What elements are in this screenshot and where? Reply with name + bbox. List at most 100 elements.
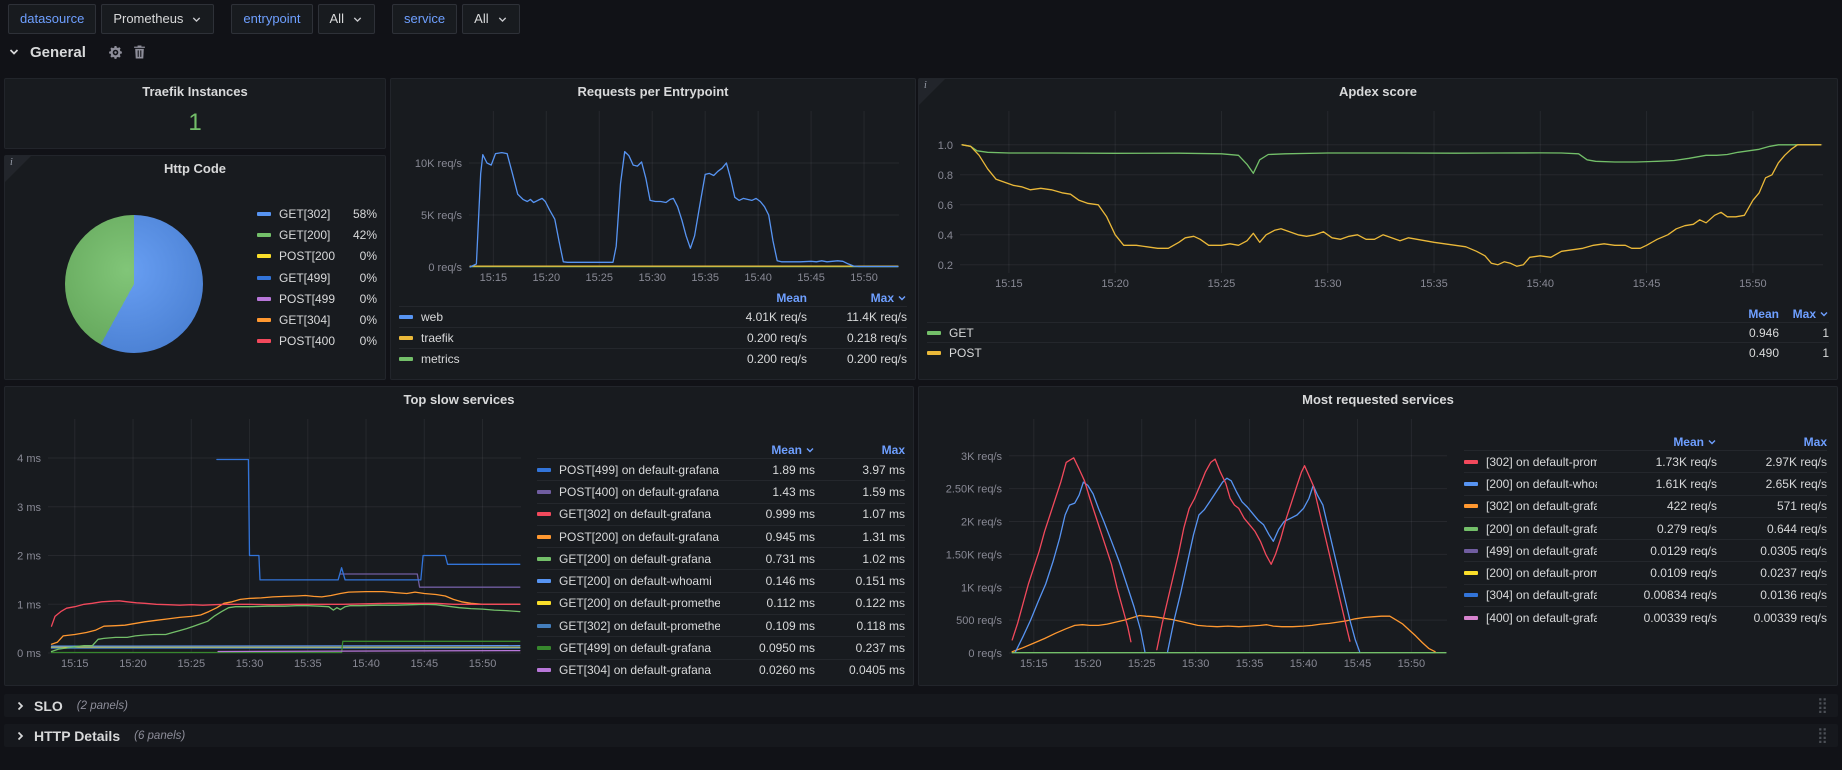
svg-text:15:15: 15:15: [480, 272, 508, 284]
panel-title[interactable]: Traefik Instances: [142, 84, 248, 99]
series-value: 0.0260 ms: [758, 663, 815, 678]
legend-row[interactable]: [499] on default-grafana 0.0129 req/s 0.03…: [1464, 539, 1827, 561]
panel-title[interactable]: Http Code: [163, 161, 227, 176]
panel-info-corner[interactable]: [919, 79, 945, 105]
legend-row[interactable]: [200] on default-prometheus 0.0109 req/s 0…: [1464, 561, 1827, 583]
svg-text:15:40: 15:40: [352, 658, 380, 670]
legend-row[interactable]: GET[200] on default-grafana 0.731 ms 1.02 …: [537, 547, 905, 569]
series-name: [400] on default-grafana: [1486, 610, 1597, 625]
series-name: GET[200] on default-grafana: [559, 551, 712, 566]
svg-text:15:25: 15:25: [1208, 278, 1236, 290]
legend-header: Mean Max: [399, 289, 907, 306]
legend-row[interactable]: GET[302] on default-grafana 0.999 ms 1.07 …: [537, 502, 905, 525]
legend-row[interactable]: POST 0.490 1: [927, 342, 1829, 362]
series-value: 0%: [359, 270, 377, 285]
svg-text:1K req/s: 1K req/s: [961, 582, 1002, 594]
legend-row[interactable]: GET[200] on default-prometheus 0.112 ms 0.…: [537, 591, 905, 614]
drag-handle-icon[interactable]: ⣿: [1817, 697, 1828, 714]
legend-row[interactable]: [302] on default-prometheus 1.73K req/s 2.…: [1464, 450, 1827, 472]
legend-sort-max[interactable]: Max: [1803, 434, 1827, 449]
series-value: 0.0109 req/s: [1650, 566, 1717, 581]
panel-title[interactable]: Most requested services: [1302, 392, 1454, 407]
svg-text:5K req/s: 5K req/s: [421, 210, 462, 222]
trash-icon[interactable]: [133, 45, 146, 59]
row-general[interactable]: General: [8, 40, 146, 64]
legend-row[interactable]: [302] on default-grafana 422 req/s 571 req…: [1464, 494, 1827, 517]
series-name: POST[400] on default-grafana: [559, 484, 720, 499]
legend-row[interactable]: POST[200] 0%: [257, 246, 377, 267]
legend-row[interactable]: GET[304] 0%: [257, 309, 377, 330]
variable-value-entrypoint[interactable]: All: [317, 4, 375, 34]
legend-row[interactable]: traefik 0.200 req/s 0.218 req/s: [399, 327, 907, 348]
series-value: 0.0237 req/s: [1760, 566, 1827, 581]
legend-row[interactable]: POST[400] on default-grafana 1.43 ms 1.59 …: [537, 480, 905, 502]
legend-sort-max[interactable]: Max: [881, 442, 905, 457]
apdex-line-chart[interactable]: 15:15 15:20 15:25 15:30 15:35 15:40 15:45 15:50…: [927, 105, 1831, 291]
variable-datasource: datasource Prometheus: [8, 4, 215, 34]
legend-row[interactable]: GET[200] on default-whoami 0.146 ms 0.151 …: [537, 569, 905, 591]
series-color-swatch: [537, 534, 551, 539]
panel-title[interactable]: Apdex score: [1338, 84, 1418, 99]
legend-sort-max[interactable]: Max: [1779, 307, 1829, 321]
apdex-legend: Mean Max GET 0.946 1 POST 0.490 1: [927, 305, 1829, 362]
gear-icon[interactable]: [108, 45, 123, 60]
legend-row[interactable]: POST[499] 0%: [257, 288, 377, 309]
svg-text:2K req/s: 2K req/s: [961, 517, 1002, 529]
legend-sort-max[interactable]: Max: [807, 291, 907, 305]
legend-sort-mean[interactable]: Mean: [1748, 306, 1779, 321]
series-name: POST[400]: [279, 334, 335, 349]
legend-row[interactable]: web 4.01K req/s 11.4K req/s: [399, 306, 907, 327]
series-name: [200] on default-prometheus: [1486, 566, 1597, 581]
legend-row[interactable]: [200] on default-grafana 0.279 req/s 0.644…: [1464, 516, 1827, 539]
drag-handle-icon[interactable]: ⣿: [1817, 727, 1828, 744]
legend-row[interactable]: GET 0.946 1: [927, 322, 1829, 342]
series-color-swatch: [537, 646, 551, 651]
legend-row[interactable]: GET[499] 0%: [257, 267, 377, 288]
legend-row[interactable]: metrics 0.200 req/s 0.200 req/s: [399, 348, 907, 369]
svg-text:15:25: 15:25: [586, 272, 614, 284]
svg-text:0.4: 0.4: [938, 230, 953, 242]
legend-row[interactable]: GET[304] on default-grafana 0.0260 ms 0.04…: [537, 658, 905, 681]
legend-row[interactable]: POST[499] on default-grafana 1.89 ms 3.97 …: [537, 458, 905, 480]
series-color-swatch: [927, 350, 941, 355]
row-http-details[interactable]: HTTP Details (6 panels) ⣿: [4, 724, 1838, 747]
http-code-pie-chart[interactable]: [65, 215, 203, 353]
series-name: POST[499]: [279, 291, 335, 306]
legend-sort-mean[interactable]: Mean: [776, 290, 807, 305]
series-value: 58%: [352, 206, 377, 221]
legend-row[interactable]: GET[499] on default-grafana 0.0950 ms 0.23…: [537, 636, 905, 658]
requests-line-chart[interactable]: 15:15 15:20 15:25 15:30 15:35 15:40 15:45 15:50…: [399, 105, 907, 285]
legend-row[interactable]: GET[302] on default-prometheus 0.109 ms 0.…: [537, 614, 905, 636]
legend-row[interactable]: [304] on default-grafana 0.00834 req/s 0.0…: [1464, 583, 1827, 606]
panel-http-code: i Http Code GET[302] 58% GET[200] 42% POST[2…: [4, 155, 386, 380]
series-value: 422 req/s: [1666, 499, 1717, 514]
series-value: 1.31 ms: [862, 529, 905, 544]
legend-sort-mean[interactable]: Mean: [720, 443, 815, 457]
series-value: 0.200 req/s: [746, 352, 807, 366]
panel-info-corner[interactable]: [5, 156, 31, 182]
series-value: 0.731 ms: [765, 551, 815, 566]
legend-row[interactable]: POST[200] on default-grafana 0.945 ms 1.31…: [537, 524, 905, 547]
legend-sort-mean[interactable]: Mean: [1597, 435, 1717, 449]
legend-row[interactable]: GET[200] 42%: [257, 224, 377, 245]
legend-row[interactable]: GET[302] 58%: [257, 203, 377, 224]
most-requested-line-chart[interactable]: 15:15 15:20 15:25 15:30 15:35 15:40 15:45 15:50…: [927, 413, 1455, 671]
legend-row[interactable]: POST[400] 0%: [257, 331, 377, 352]
variable-value-datasource[interactable]: Prometheus: [101, 4, 215, 34]
variable-value-service[interactable]: All: [462, 4, 520, 34]
series-name: [302] on default-prometheus: [1486, 454, 1597, 469]
svg-text:15:30: 15:30: [638, 272, 666, 284]
svg-text:15:35: 15:35: [1236, 658, 1264, 670]
series-value: 0.151 ms: [855, 574, 905, 589]
series-value: 1: [1822, 345, 1829, 360]
top-slow-line-chart[interactable]: 15:15 15:20 15:25 15:30 15:35 15:40 15:45 15:50…: [9, 413, 529, 671]
legend-row[interactable]: [400] on default-grafana 0.00339 req/s 0.0…: [1464, 606, 1827, 628]
series-value: 0.279 req/s: [1656, 521, 1717, 536]
series-color-swatch: [1464, 459, 1478, 464]
panel-title[interactable]: Top slow services: [403, 392, 515, 407]
series-color-swatch: [399, 315, 413, 319]
series-name: GET[304]: [279, 313, 331, 328]
legend-row[interactable]: [200] on default-whoami 1.61K req/s 2.65K …: [1464, 472, 1827, 494]
row-slo[interactable]: SLO (2 panels) ⣿: [4, 694, 1838, 717]
panel-title[interactable]: Requests per Entrypoint: [577, 84, 729, 99]
